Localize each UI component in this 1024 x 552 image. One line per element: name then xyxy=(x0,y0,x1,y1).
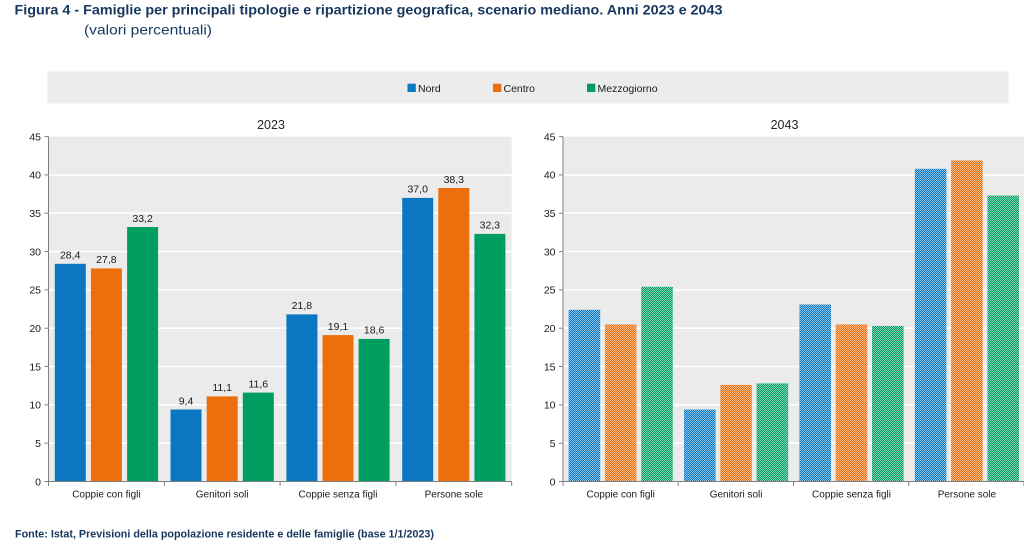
svg-text:35: 35 xyxy=(29,208,41,220)
svg-text:15: 15 xyxy=(544,361,556,373)
svg-text:28,4: 28,4 xyxy=(60,250,81,262)
svg-text:27,8: 27,8 xyxy=(96,254,117,266)
svg-text:11,6: 11,6 xyxy=(248,378,268,390)
svg-text:35: 35 xyxy=(544,208,556,220)
svg-text:9,4: 9,4 xyxy=(179,395,194,407)
svg-text:20: 20 xyxy=(29,323,41,335)
svg-text:Persone sole: Persone sole xyxy=(938,490,997,501)
svg-text:32,3: 32,3 xyxy=(480,220,501,232)
svg-text:Genitori soli: Genitori soli xyxy=(196,490,249,501)
svg-text:Fonte: Istat, Previsioni della: Fonte: Istat, Previsioni della popolazio… xyxy=(15,529,434,541)
svg-text:Coppie con figli: Coppie con figli xyxy=(587,490,655,501)
svg-text:19,1: 19,1 xyxy=(328,321,349,333)
svg-text:33,2: 33,2 xyxy=(132,213,153,225)
svg-text:Coppie senza figli: Coppie senza figli xyxy=(812,490,891,501)
svg-text:Coppie senza figli: Coppie senza figli xyxy=(299,490,378,501)
svg-text:Persone sole: Persone sole xyxy=(425,490,484,501)
svg-text:Mezzogiorno: Mezzogiorno xyxy=(598,83,658,95)
svg-text:21,8: 21,8 xyxy=(292,300,313,312)
svg-text:30: 30 xyxy=(29,246,41,258)
svg-text:(valori percentuali): (valori percentuali) xyxy=(84,22,212,38)
svg-text:Nord: Nord xyxy=(418,83,441,95)
svg-text:15: 15 xyxy=(29,361,41,373)
svg-text:0: 0 xyxy=(550,476,556,488)
svg-text:11,1: 11,1 xyxy=(212,382,232,394)
svg-text:30: 30 xyxy=(544,246,556,258)
svg-text:10: 10 xyxy=(29,400,41,412)
svg-text:2023: 2023 xyxy=(257,118,285,132)
svg-text:20: 20 xyxy=(544,323,556,335)
svg-text:40: 40 xyxy=(544,170,556,182)
svg-text:Coppie con figli: Coppie con figli xyxy=(72,490,140,501)
svg-text:18,6: 18,6 xyxy=(364,325,385,337)
svg-text:37,0: 37,0 xyxy=(407,184,428,196)
svg-text:Genitori soli: Genitori soli xyxy=(710,490,763,501)
svg-text:25: 25 xyxy=(29,285,41,297)
svg-text:40: 40 xyxy=(29,170,41,182)
svg-text:45: 45 xyxy=(29,131,41,143)
svg-text:5: 5 xyxy=(550,438,556,450)
svg-text:38,3: 38,3 xyxy=(444,174,465,186)
svg-text:2043: 2043 xyxy=(771,118,799,132)
svg-text:Centro: Centro xyxy=(504,83,536,95)
svg-text:Figura 4 - Famiglie per princi: Figura 4 - Famiglie per principali tipol… xyxy=(15,2,723,18)
svg-text:25: 25 xyxy=(544,285,556,297)
svg-text:45: 45 xyxy=(544,131,556,143)
svg-text:10: 10 xyxy=(544,400,556,412)
svg-text:0: 0 xyxy=(35,476,41,488)
svg-text:5: 5 xyxy=(35,438,41,450)
